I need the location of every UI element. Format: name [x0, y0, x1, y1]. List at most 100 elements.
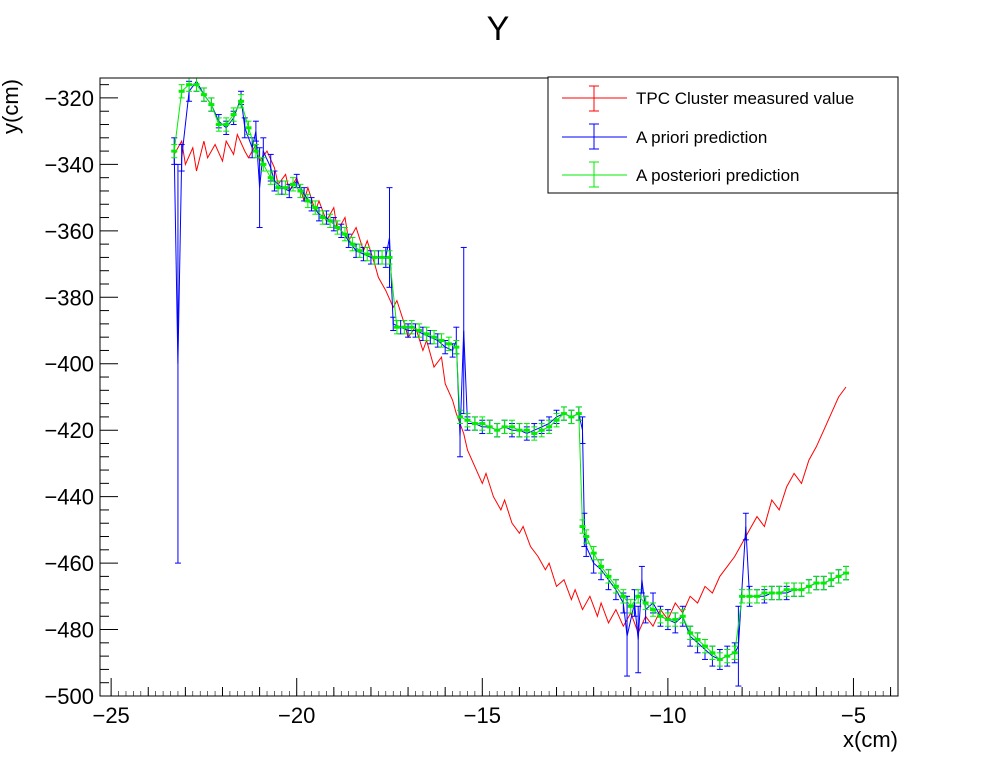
error-bar-1-14	[256, 147, 263, 229]
legend-frame	[547, 76, 899, 194]
error-bar-1-62	[579, 416, 586, 444]
error-bar-2-60	[605, 569, 612, 584]
error-bar-2-38	[453, 339, 460, 355]
error-bar-2-71	[687, 625, 694, 641]
error-bar-2-86	[798, 582, 805, 597]
error-bar-2-3	[193, 78, 200, 92]
error-bar-2-9	[238, 94, 245, 109]
error-bar-2-47	[516, 423, 523, 438]
x-tick-label: −15	[464, 703, 501, 728]
error-bar-2-67	[657, 609, 664, 624]
error-bar-2-1	[178, 84, 185, 99]
error-bar-2-51	[546, 419, 553, 435]
error-bar-1-70	[624, 595, 631, 677]
error-bar-2-68	[664, 612, 671, 627]
error-bar-2-31	[401, 320, 408, 335]
y-tick-label: −440	[44, 485, 94, 510]
error-bar-2-10	[245, 120, 252, 135]
plot-area	[171, 78, 850, 687]
error-bar-2-77	[731, 645, 738, 660]
error-bar-1-13	[252, 120, 259, 142]
error-bar-2-92	[843, 565, 850, 581]
error-bar-2-58	[590, 545, 597, 561]
error-bar-2-82	[768, 585, 775, 601]
error-bar-2-80	[753, 589, 760, 604]
error-bar-1-33	[386, 187, 393, 288]
error-bar-2-24	[349, 236, 356, 252]
error-bar-1-88	[742, 512, 749, 541]
legend-entry-aposteriori: A posteriori prediction	[562, 161, 799, 188]
error-bar-2-75	[716, 652, 723, 667]
error-bar-2-34	[423, 326, 430, 341]
error-bar-1-36	[405, 323, 412, 338]
y-tick-label: −420	[44, 418, 94, 443]
error-bar-1-72	[635, 605, 642, 674]
error-bar-2-78	[739, 589, 746, 604]
error-bar-2-89	[820, 575, 827, 591]
error-bar-2-5	[208, 97, 215, 112]
error-bar-2-11	[252, 143, 259, 159]
error-bar-2-32	[408, 320, 415, 335]
error-bar-2-40	[464, 413, 471, 428]
series-0	[173, 132, 847, 635]
y-tick-label: −360	[44, 219, 94, 244]
error-bar-2-65	[642, 595, 649, 611]
error-bar-2-20	[319, 210, 326, 225]
series-2	[171, 78, 850, 667]
error-bar-2-36	[438, 333, 445, 348]
x-tick-label: −10	[649, 703, 686, 728]
error-bar-2-73	[701, 639, 708, 654]
error-bar-2-44	[494, 423, 501, 438]
legend: TPC Cluster measured value A priori pred…	[547, 76, 899, 194]
error-bar-2-26	[364, 246, 371, 262]
error-bar-1-11	[241, 117, 248, 139]
error-bar-2-8	[230, 107, 237, 122]
error-bar-2-7	[223, 117, 230, 132]
error-bar-2-29	[386, 250, 393, 265]
error-bar-2-49	[531, 426, 538, 441]
error-bar-2-81	[761, 585, 768, 601]
series-line-0	[173, 132, 847, 635]
chart-title: Y	[487, 10, 510, 48]
error-bar-2-16	[290, 177, 297, 192]
error-bar-2-13	[267, 170, 274, 185]
plot-frame	[99, 77, 899, 697]
error-bar-2-35	[431, 330, 438, 345]
legend-label-apriori: A priori prediction	[636, 128, 767, 147]
error-bar-2-45	[501, 419, 508, 435]
error-bar-2-43	[486, 419, 493, 435]
error-bar-1-73	[638, 565, 645, 594]
error-bar-2-76	[724, 648, 731, 664]
error-bar-2-2	[186, 78, 193, 92]
legend-label-aposteriori: A posteriori prediction	[636, 166, 799, 185]
error-bar-1-34	[390, 316, 397, 332]
error-bar-1-2	[178, 143, 185, 172]
error-bar-2-14	[275, 180, 282, 195]
error-bar-2-30	[393, 320, 400, 335]
error-bar-2-61	[612, 579, 619, 594]
error-bar-2-87	[805, 579, 812, 594]
y-tick-label: −340	[44, 152, 94, 177]
legend-entry-apriori: A priori prediction	[562, 123, 767, 150]
error-bar-2-23	[341, 227, 348, 242]
error-bar-2-52	[553, 413, 560, 428]
legend-label-tpc: TPC Cluster measured value	[636, 89, 854, 108]
error-bar-2-59	[598, 559, 605, 574]
error-bar-2-46	[508, 419, 515, 435]
error-bar-2-39	[457, 409, 464, 425]
error-bar-2-74	[709, 645, 716, 660]
error-bar-2-48	[523, 423, 530, 438]
x-tick-label: −5	[841, 703, 866, 728]
y-tick-label: −460	[44, 551, 94, 576]
error-bar-2-22	[334, 220, 341, 235]
error-bar-2-53	[560, 406, 567, 421]
error-bar-2-72	[694, 632, 701, 647]
y-tick-label: −480	[44, 618, 94, 643]
error-bar-2-66	[650, 602, 657, 617]
x-tick-label: −20	[278, 703, 315, 728]
error-bar-2-6	[215, 117, 222, 132]
error-bar-2-64	[635, 589, 642, 604]
error-bar-2-85	[791, 582, 798, 597]
error-bar-2-19	[312, 200, 319, 215]
error-bar-2-83	[776, 585, 783, 601]
